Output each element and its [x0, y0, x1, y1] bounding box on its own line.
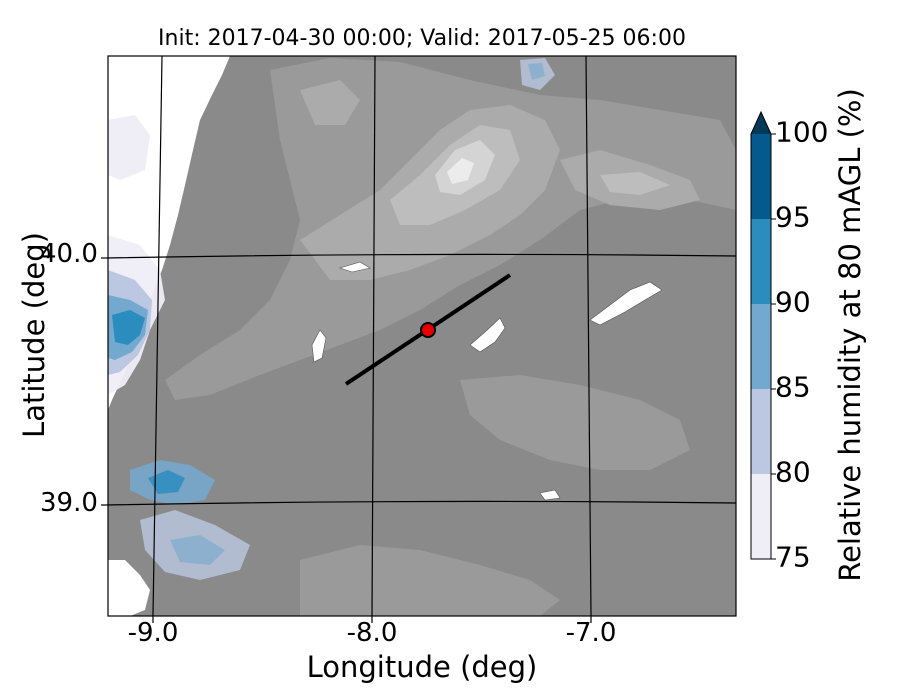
colorbar-label: Relative humidity at 80 mAGL (%): [833, 88, 867, 582]
colorbar-segment: [751, 134, 771, 219]
water-body: [311, 329, 327, 363]
meridian-line: [371, 56, 376, 616]
terrain-band: [460, 375, 690, 470]
x-tick-label: -8.0: [346, 618, 398, 648]
colorbar-tick-label: 85: [775, 370, 811, 404]
humidity-area: [528, 63, 545, 80]
terrain-band: [600, 172, 670, 195]
colorbar-segment: [751, 474, 771, 559]
ocean-area-south: [108, 560, 150, 616]
axis-tick-marks: [101, 257, 592, 623]
water-body: [339, 261, 371, 273]
x-tick-label: -7.0: [565, 618, 617, 648]
colorbar-extend-arrow: [751, 112, 771, 134]
graticule: [108, 56, 736, 616]
meridian-line: [585, 56, 592, 616]
terrain-band: [300, 80, 360, 125]
terrain-band: [447, 158, 474, 184]
humidity-area: [148, 470, 185, 494]
water-body: [469, 317, 506, 353]
colorbar-tick-label: 100: [775, 115, 829, 149]
water-body: [539, 489, 561, 501]
site-marker: [420, 322, 436, 338]
colorbar-tick-label: 75: [775, 540, 811, 574]
humidity-area: [108, 115, 150, 180]
colorbar-tick-label: 90: [775, 285, 811, 319]
colorbar-segment: [751, 389, 771, 474]
y-tick-label: 40.0: [40, 239, 98, 269]
colorbar: [750, 110, 776, 560]
y-tick-label: 39.0: [40, 488, 98, 518]
colorbar-segment: [751, 219, 771, 304]
y-axis-label: Latitude (deg): [17, 232, 51, 438]
map-panel: [108, 56, 736, 616]
x-axis-label: Longitude (deg): [306, 650, 538, 684]
map-frame: [107, 55, 737, 617]
humidity-area: [170, 535, 225, 565]
colorbar-tick-label: 95: [775, 200, 811, 234]
x-tick-label: -9.0: [127, 618, 179, 648]
colorbar-tick-label: 80: [775, 455, 811, 489]
meridian-line: [152, 56, 163, 616]
humidity-area: [112, 310, 145, 345]
terrain-band: [300, 545, 560, 616]
parallel-line: [108, 500, 736, 506]
colorbar-ticks: [771, 133, 776, 560]
colorbar-segment: [751, 304, 771, 389]
map-title: Init: 2017-04-30 00:00; Valid: 2017-05-2…: [158, 26, 686, 51]
parallel-line: [108, 253, 736, 259]
water-body: [589, 281, 663, 326]
